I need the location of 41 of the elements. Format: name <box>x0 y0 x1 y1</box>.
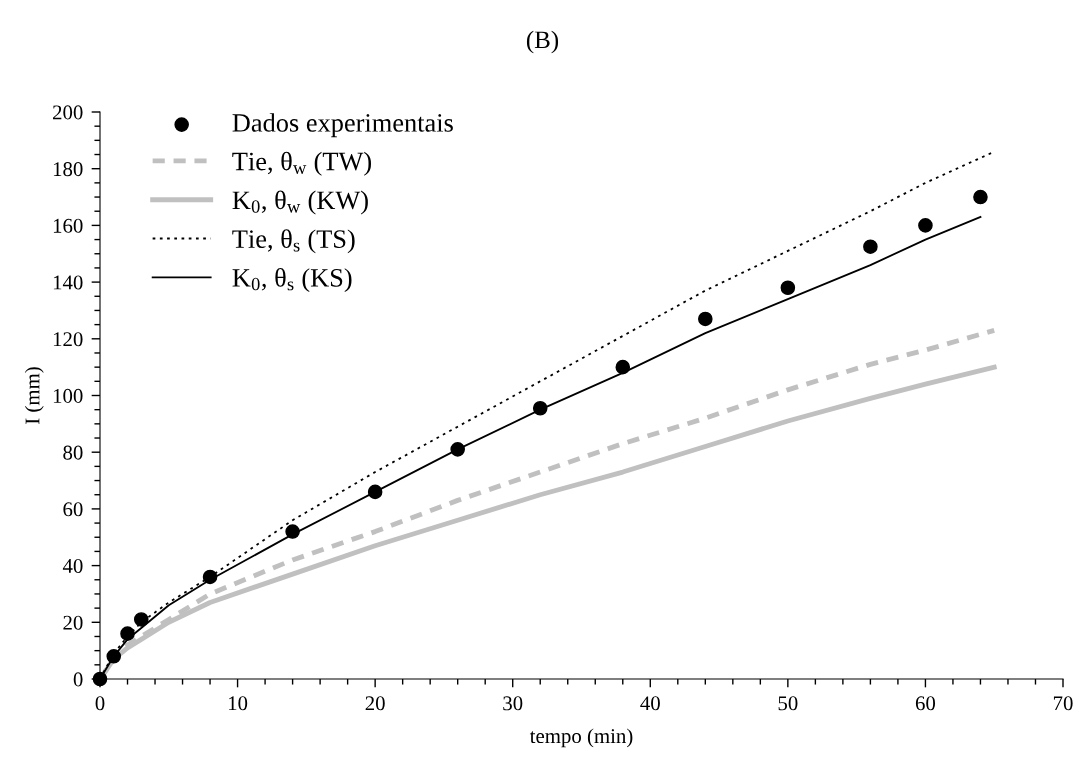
point <box>120 626 135 641</box>
y-tick-label: 100 <box>53 388 83 403</box>
chart-title: (B) <box>526 30 559 54</box>
legend-label: K$_{0}$, θ$_{s}$ (KS) <box>232 268 352 293</box>
y-tick-label: 0 <box>73 672 83 687</box>
point <box>973 189 988 205</box>
x-tick-label: 60 <box>915 696 936 711</box>
legend-label: Dados experimentais <box>232 113 453 138</box>
point <box>202 569 218 585</box>
y-tick-label: 40 <box>62 558 83 574</box>
point <box>615 359 631 375</box>
point <box>863 239 878 254</box>
x-tick-label: 40 <box>640 696 660 711</box>
y-tick-label: 120 <box>53 332 83 347</box>
y-tick-label: 20 <box>63 615 83 630</box>
point <box>918 218 933 233</box>
x-tick-label: 30 <box>503 696 523 711</box>
point <box>780 280 796 296</box>
point <box>285 524 300 539</box>
x-axis-title: tempo (min) <box>529 728 633 748</box>
x-tick-label: 10 <box>228 696 248 711</box>
x-tick-label: 70 <box>1053 696 1073 711</box>
point <box>532 400 548 416</box>
y-tick-label: 160 <box>53 218 83 233</box>
legend-label: Tie, θ$_{s}$ (TS) <box>232 229 355 254</box>
y-tick-label: 60 <box>63 502 83 517</box>
point <box>106 649 122 664</box>
x-tick-label: 20 <box>365 696 385 711</box>
legend-label: K$_{0}$, θ$_{w}$ (KW) <box>232 190 368 215</box>
point <box>450 442 465 457</box>
point <box>133 612 149 627</box>
point <box>698 311 713 327</box>
x-tick-label: 0 <box>95 696 105 711</box>
point <box>367 484 383 500</box>
y-tick-label: 200 <box>53 105 83 120</box>
y-axis-title: I (mm) <box>24 367 44 424</box>
y-tick-label: 140 <box>53 275 83 290</box>
legend-label: Tie, θ$_{w}$ (TW) <box>232 151 371 176</box>
y-tick-label: 180 <box>53 162 83 177</box>
x-tick-label: 50 <box>778 696 798 711</box>
y-tick-label: 80 <box>63 445 83 460</box>
